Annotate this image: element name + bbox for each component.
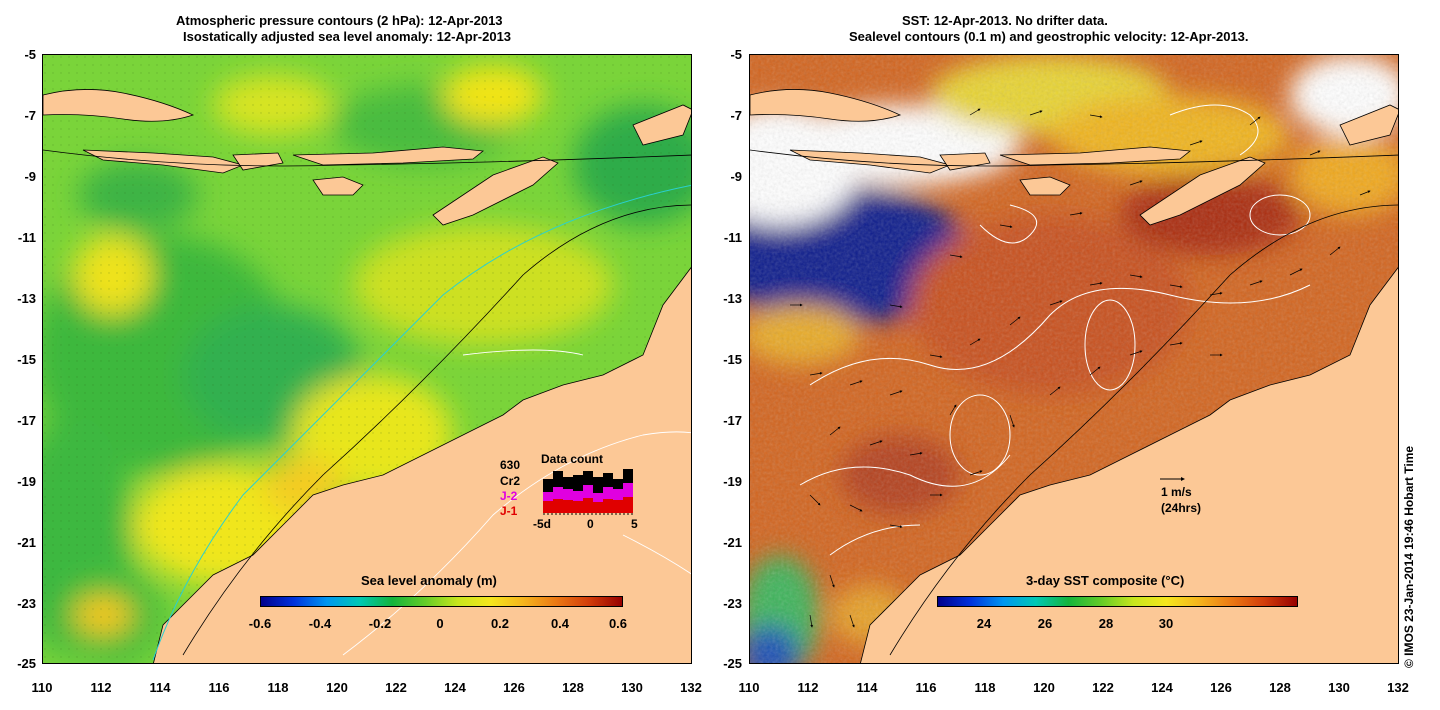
- sst-colorbar: [937, 596, 1298, 607]
- data-count-label-j2: J-2: [500, 489, 518, 503]
- left-x-label: 114: [149, 680, 171, 695]
- left-x-label: 122: [385, 680, 407, 695]
- right-x-label: 130: [1328, 680, 1350, 695]
- left-title-line2: Isostatically adjusted sea level anomaly…: [183, 29, 512, 44]
- left-title-line1: Atmospheric pressure contours (2 hPa): 1…: [176, 13, 503, 28]
- sst-tick-24: 24: [976, 616, 992, 631]
- right-y-label: -13: [723, 291, 742, 306]
- sla-tick-3: -0.2: [368, 616, 392, 631]
- left-y-label: -19: [17, 474, 36, 489]
- right-y-label: -11: [723, 230, 742, 245]
- left-y-label: -17: [17, 413, 36, 428]
- sla-tick-6: 0.4: [550, 616, 570, 631]
- right-title-line1: SST: 12-Apr-2013. No drifter data.: [902, 13, 1108, 28]
- right-x-label: 110: [738, 680, 760, 695]
- right-y-label: -17: [723, 413, 742, 428]
- left-x-label: 110: [31, 680, 53, 695]
- left-x-label: 120: [326, 680, 348, 695]
- right-y-label: -23: [723, 596, 742, 611]
- sla-tick-2: -0.4: [308, 616, 332, 631]
- sea-level-anomaly-map: Data count 630 Cr2 J-2 J-1 -5d 0 5 Sea l…: [42, 54, 692, 664]
- right-x-label: 120: [1033, 680, 1055, 695]
- left-y-label: -25: [17, 656, 36, 671]
- right-y-label: -7: [730, 108, 742, 123]
- left-x-label: 128: [562, 680, 584, 695]
- right-x-label: 132: [1387, 680, 1409, 695]
- data-count-label-j1: J-1: [500, 504, 518, 518]
- sst-field: [750, 55, 1398, 663]
- left-x-label: 124: [444, 680, 466, 695]
- left-y-label: -13: [17, 291, 36, 306]
- right-y-label: -19: [723, 474, 742, 489]
- data-count-axis-end: 5: [631, 517, 638, 531]
- right-y-label: -15: [723, 352, 742, 367]
- right-x-label: 128: [1269, 680, 1291, 695]
- australia-landmass: [153, 266, 691, 663]
- left-y-label: -9: [24, 169, 36, 184]
- right-x-label: 118: [974, 680, 996, 695]
- right-x-label: 124: [1151, 680, 1173, 695]
- right-y-label: -9: [730, 169, 742, 184]
- sst-colorbar-title: 3-day SST composite (°C): [1026, 573, 1185, 588]
- left-x-label: 132: [680, 680, 702, 695]
- left-y-label: -11: [17, 230, 36, 245]
- sla-tick-1: -0.6: [248, 616, 272, 631]
- sla-colorbar: [260, 596, 623, 607]
- left-x-label: 116: [208, 680, 230, 695]
- imos-credit: © IMOS 23-Jan-2014 19:46 Hobart Time: [1402, 445, 1416, 668]
- right-x-label: 114: [856, 680, 878, 695]
- right-y-label: -25: [723, 656, 742, 671]
- right-y-label: -21: [723, 535, 742, 550]
- velocity-scale-label: 1 m/s: [1161, 485, 1192, 499]
- velocity-scale-sublabel: (24hrs): [1161, 501, 1202, 515]
- right-title-line2: Sealevel contours (0.1 m) and geostrophi…: [849, 29, 1249, 44]
- left-x-label: 118: [267, 680, 289, 695]
- left-y-label: -15: [17, 352, 36, 367]
- sst-map: 1 m/s (24hrs) 3-day SST composite (°C) 2…: [749, 54, 1399, 664]
- right-x-label: 112: [797, 680, 819, 695]
- data-count-label-cr2: Cr2: [500, 474, 521, 488]
- data-count-histogram: [543, 469, 633, 515]
- data-count-label-630: 630: [500, 458, 521, 472]
- left-x-label: 112: [90, 680, 112, 695]
- sst-tick-28: 28: [1098, 616, 1114, 631]
- data-count-axis-start: -5d: [533, 517, 551, 531]
- left-x-label: 126: [503, 680, 525, 695]
- sla-tick-5: 0.2: [490, 616, 510, 631]
- sea-level-anomaly-field: [43, 55, 691, 663]
- left-y-label: -21: [17, 535, 36, 550]
- left-y-label: -23: [17, 596, 36, 611]
- sla-tick-4: 0: [436, 616, 444, 631]
- sla-colorbar-title: Sea level anomaly (m): [361, 573, 497, 588]
- sst-tick-30: 30: [1158, 616, 1174, 631]
- data-count-title: Data count: [541, 452, 604, 466]
- velocity-vectors: [790, 108, 1371, 628]
- right-x-label: 116: [915, 680, 937, 695]
- right-y-label: -5: [730, 47, 742, 62]
- left-y-label: -7: [24, 108, 36, 123]
- left-y-label: -5: [24, 47, 36, 62]
- data-count-axis-mid: 0: [587, 517, 594, 531]
- sla-tick-7: 0.6: [608, 616, 628, 631]
- right-x-label: 126: [1210, 680, 1232, 695]
- left-x-label: 130: [621, 680, 643, 695]
- australia-landmass-sst: [860, 266, 1398, 663]
- right-x-label: 122: [1092, 680, 1114, 695]
- sst-tick-26: 26: [1037, 616, 1053, 631]
